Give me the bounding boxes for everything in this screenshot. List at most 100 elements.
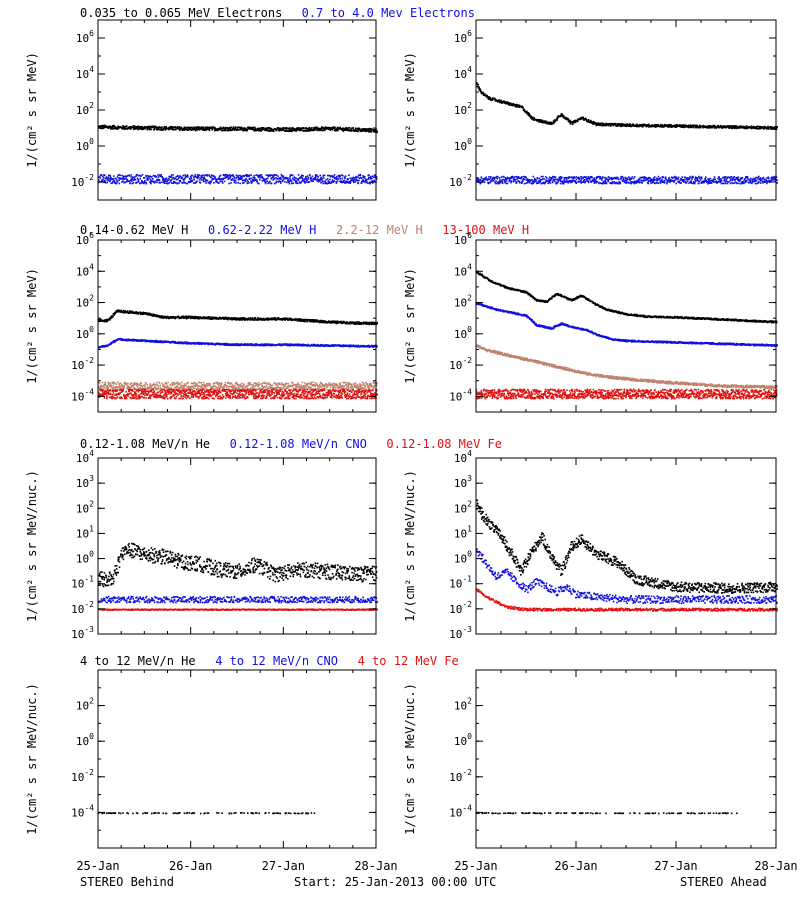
data-point: [573, 176, 575, 178]
data-point: [618, 123, 621, 125]
data-point: [329, 175, 332, 178]
data-point: [712, 180, 715, 182]
data-point: [126, 127, 129, 130]
data-point: [607, 124, 610, 127]
data-point: [300, 180, 303, 183]
data-point: [217, 181, 219, 184]
data-point: [549, 182, 552, 184]
data-point: [263, 180, 266, 182]
data-point: [345, 180, 347, 183]
data-point: [202, 180, 205, 183]
data-point: [723, 126, 726, 129]
data-point: [355, 177, 358, 179]
data-point: [542, 121, 545, 124]
data-point: [214, 178, 216, 180]
data-point: [694, 181, 696, 184]
data-point: [750, 125, 753, 128]
data-point: [679, 182, 681, 184]
data-point: [714, 181, 717, 183]
data-point: [315, 127, 318, 130]
data-point: [758, 127, 761, 129]
data-point: [707, 182, 709, 185]
data-point: [137, 128, 139, 131]
data-point: [540, 119, 542, 121]
data-point: [633, 176, 636, 178]
data-point: [616, 123, 619, 125]
data-point: [259, 176, 262, 179]
data-point: [739, 182, 741, 185]
data-point: [297, 178, 299, 181]
data-point: [241, 175, 243, 178]
data-point: [483, 178, 486, 181]
data-point: [104, 177, 107, 180]
data-point: [505, 101, 508, 103]
data-point: [640, 181, 643, 184]
data-point: [187, 176, 189, 178]
data-point: [368, 130, 370, 133]
data-point: [575, 178, 578, 181]
data-point: [104, 181, 107, 184]
data-point: [220, 178, 222, 180]
data-point: [150, 181, 152, 184]
data-point: [629, 179, 631, 181]
data-point: [205, 128, 208, 131]
data-point: [620, 177, 622, 180]
y-tick-label: 10-2: [71, 173, 94, 189]
data-point: [109, 176, 112, 178]
data-point: [276, 127, 279, 129]
data-point: [729, 125, 732, 127]
data-point: [321, 180, 324, 183]
data-point: [483, 93, 486, 95]
data-point: [227, 178, 229, 180]
data-point: [598, 122, 601, 125]
data-point: [126, 179, 129, 181]
data-point: [643, 176, 646, 178]
data-point: [184, 182, 186, 184]
data-point: [176, 182, 179, 185]
data-point: [253, 175, 256, 177]
data-point: [132, 128, 135, 131]
data-point: [375, 176, 378, 179]
data-point: [166, 127, 169, 129]
data-point: [282, 179, 285, 181]
data-point: [223, 177, 226, 179]
data-point: [366, 128, 369, 130]
data-point: [655, 181, 658, 184]
data-point: [560, 114, 563, 117]
data-point: [364, 180, 366, 182]
data-point: [248, 182, 250, 184]
data-point: [201, 126, 203, 128]
data-point: [708, 124, 710, 127]
data-point: [556, 119, 558, 121]
data-point: [280, 176, 282, 179]
data-point: [239, 178, 242, 180]
data-point: [114, 126, 116, 128]
data-point: [209, 180, 211, 183]
data-point: [548, 122, 551, 124]
data-point: [124, 126, 127, 128]
data-point: [368, 129, 371, 132]
data-point: [165, 178, 168, 180]
data-point: [357, 182, 360, 184]
data-point: [135, 174, 138, 176]
data-point: [312, 127, 315, 129]
data-point: [644, 179, 647, 182]
data-point: [561, 176, 563, 179]
data-point: [127, 126, 130, 129]
data-point: [368, 127, 370, 130]
data-point: [258, 129, 261, 132]
data-point: [162, 127, 165, 130]
data-point: [262, 318, 265, 321]
data-point: [119, 126, 122, 128]
data-point: [118, 174, 120, 176]
data-point: [338, 174, 340, 177]
data-point: [593, 182, 596, 184]
data-point: [739, 125, 741, 128]
data-point: [541, 119, 543, 122]
data-point: [202, 179, 205, 182]
data-point: [523, 108, 525, 111]
data-point: [262, 127, 265, 129]
data-point: [332, 180, 334, 183]
data-point: [645, 125, 648, 128]
data-point: [320, 129, 323, 131]
